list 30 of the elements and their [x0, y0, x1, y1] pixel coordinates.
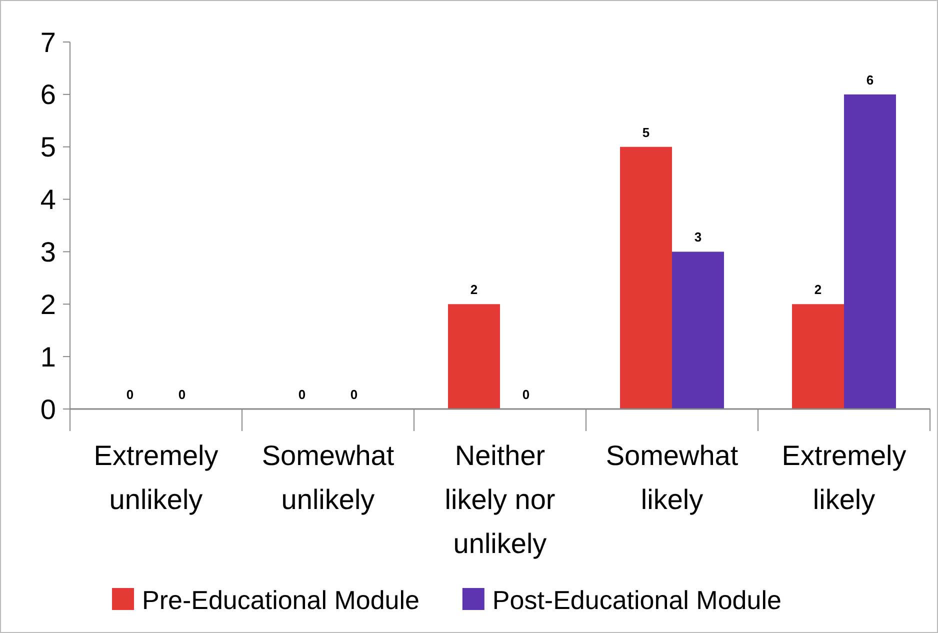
data-label: 5	[642, 124, 650, 140]
legend-label: Post-Educational Module	[492, 585, 782, 616]
x-tick-label: Extremely unlikely	[94, 440, 218, 515]
data-label: 0	[126, 387, 134, 402]
bar	[448, 304, 500, 409]
y-tick-label: 1	[40, 341, 56, 372]
y-tick-label: 7	[40, 26, 56, 58]
x-tick-label: Extremely likely	[782, 440, 906, 515]
data-label: 6	[866, 72, 874, 88]
bar	[672, 252, 724, 409]
x-tick-label: Somewhat unlikely	[262, 440, 394, 515]
y-tick-label: 0	[40, 394, 56, 425]
data-label: 0	[178, 387, 186, 402]
bar	[792, 304, 844, 409]
y-tick-label: 3	[40, 236, 56, 268]
data-label: 2	[470, 282, 478, 298]
bar	[620, 146, 672, 409]
y-tick-label: 5	[40, 132, 56, 163]
data-label: 2	[814, 282, 822, 298]
data-label: 3	[694, 230, 702, 245]
legend-label: Pre-Educational Module	[142, 585, 420, 616]
data-label: 0	[522, 387, 530, 402]
x-tick-label: Somewhat likely	[606, 440, 738, 515]
bar	[844, 94, 896, 409]
x-tick-label: Neither likely nor unlikely	[444, 440, 556, 559]
y-tick-label: 2	[40, 288, 56, 320]
data-label: 0	[350, 387, 358, 402]
y-tick-label: 6	[40, 79, 56, 110]
y-tick-label: 4	[40, 184, 56, 216]
data-label: 0	[298, 387, 306, 402]
